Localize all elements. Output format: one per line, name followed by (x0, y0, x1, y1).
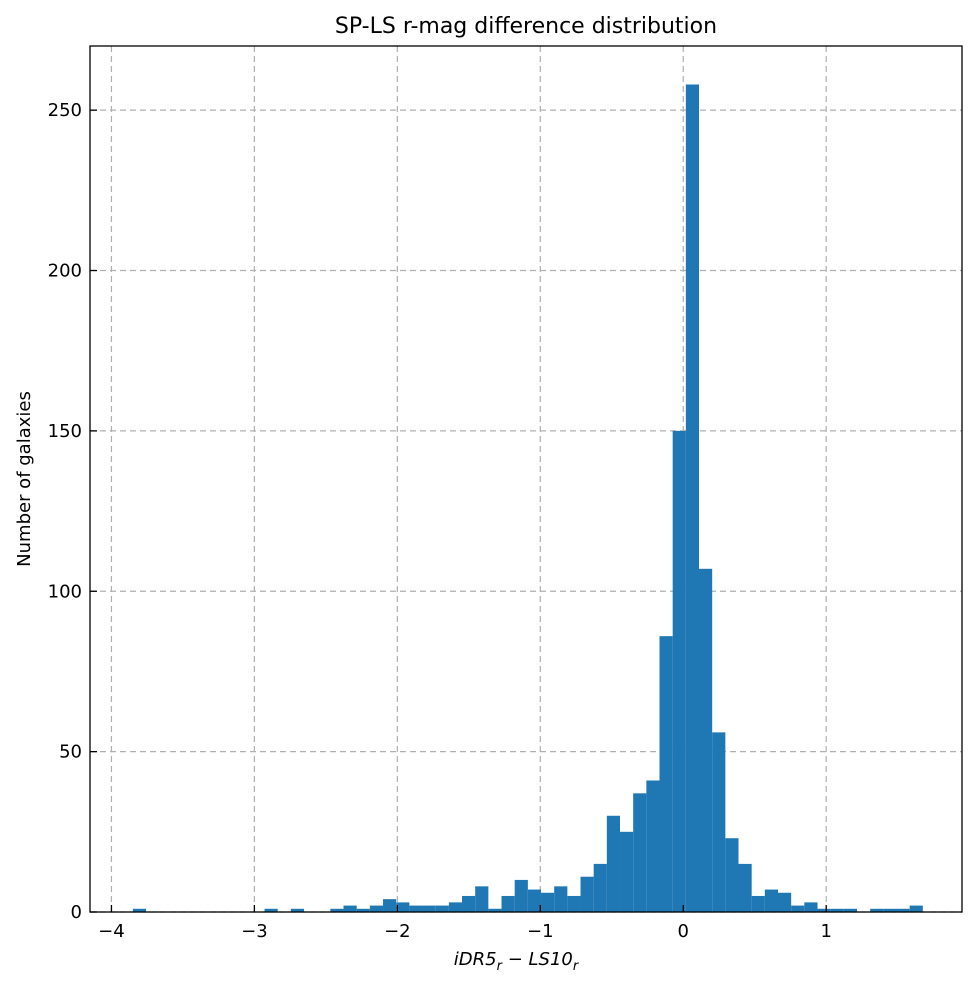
histogram-bar (541, 892, 555, 912)
histogram-bar (396, 902, 410, 912)
histogram-bar (462, 895, 476, 912)
x-axis-title-a-sub: r (497, 959, 504, 974)
histogram-bar (870, 908, 884, 912)
x-axis-title-minus: − (502, 949, 529, 970)
x-tick-label: −4 (98, 921, 125, 942)
histogram-bar (843, 908, 858, 912)
histogram-bar (290, 908, 305, 912)
x-axis-title-b-sub: r (573, 959, 580, 974)
histogram-bar (725, 838, 739, 912)
x-axis-title: iDR5r − LS10r (454, 949, 580, 974)
histogram-bar (659, 636, 673, 912)
histogram-bar (672, 430, 686, 912)
chart-title: SP-LS r-mag difference distribution (335, 14, 717, 39)
histogram-bar (883, 908, 897, 912)
x-tick-label: 0 (678, 921, 689, 942)
histogram-bar (896, 908, 910, 912)
ticks-layer: −4 −3 −2 −1 0 1 0 50 100 150 200 250 (48, 100, 832, 942)
histogram-bar (778, 892, 792, 912)
histogram-bar (567, 895, 581, 912)
y-tick-label: 250 (48, 100, 82, 121)
histogram-bar (751, 895, 765, 912)
histogram-bar (620, 831, 634, 912)
histogram-bar (435, 905, 449, 912)
x-tick-label: 1 (820, 921, 831, 942)
histogram-bar (712, 732, 726, 912)
histogram-bar (422, 905, 436, 912)
x-axis-title-a: iDR5 (454, 949, 497, 970)
histogram-bar (593, 863, 607, 912)
y-tick-label: 50 (59, 742, 82, 763)
histogram-bar (343, 905, 357, 912)
histogram-bar (356, 908, 370, 912)
histogram-bar (764, 889, 779, 912)
x-tick-label: −2 (384, 921, 411, 942)
histogram-bar (488, 908, 502, 912)
histogram-bar (791, 905, 805, 912)
histogram-bar (330, 908, 344, 912)
histogram-bar (369, 905, 384, 912)
histogram-bar (475, 886, 489, 912)
histogram-bar (606, 815, 621, 912)
grid-layer (90, 46, 962, 913)
histogram-bar (699, 568, 713, 912)
y-tick-label: 0 (71, 902, 82, 923)
histogram-bar (830, 908, 844, 912)
histogram-bar (685, 84, 700, 912)
plot-frame (89, 45, 963, 913)
bars-layer (132, 84, 923, 912)
y-tick-label: 100 (48, 581, 82, 602)
y-axis-title: Number of galaxies (14, 391, 35, 567)
x-tick-label: −1 (527, 921, 554, 942)
histogram-bar (264, 908, 278, 912)
histogram-bar (633, 793, 647, 912)
x-axis-title-b: LS10 (529, 949, 573, 970)
histogram-bar (817, 908, 831, 912)
histogram-bar (804, 902, 818, 912)
histogram-bar (514, 879, 528, 912)
y-tick-label: 200 (48, 261, 82, 282)
histogram-bar (409, 905, 423, 912)
histogram-bar (527, 889, 542, 912)
histogram-bar (132, 908, 147, 912)
histogram-bar (909, 905, 923, 912)
histogram-bar (738, 863, 752, 912)
histogram-bar (448, 902, 463, 912)
histogram-bar (580, 876, 594, 912)
y-tick-label: 150 (48, 421, 82, 442)
histogram-bar (501, 895, 515, 912)
histogram-bar (554, 886, 568, 912)
x-tick-label: −3 (241, 921, 268, 942)
histogram-bar (646, 780, 660, 912)
histogram-bar (383, 899, 397, 912)
